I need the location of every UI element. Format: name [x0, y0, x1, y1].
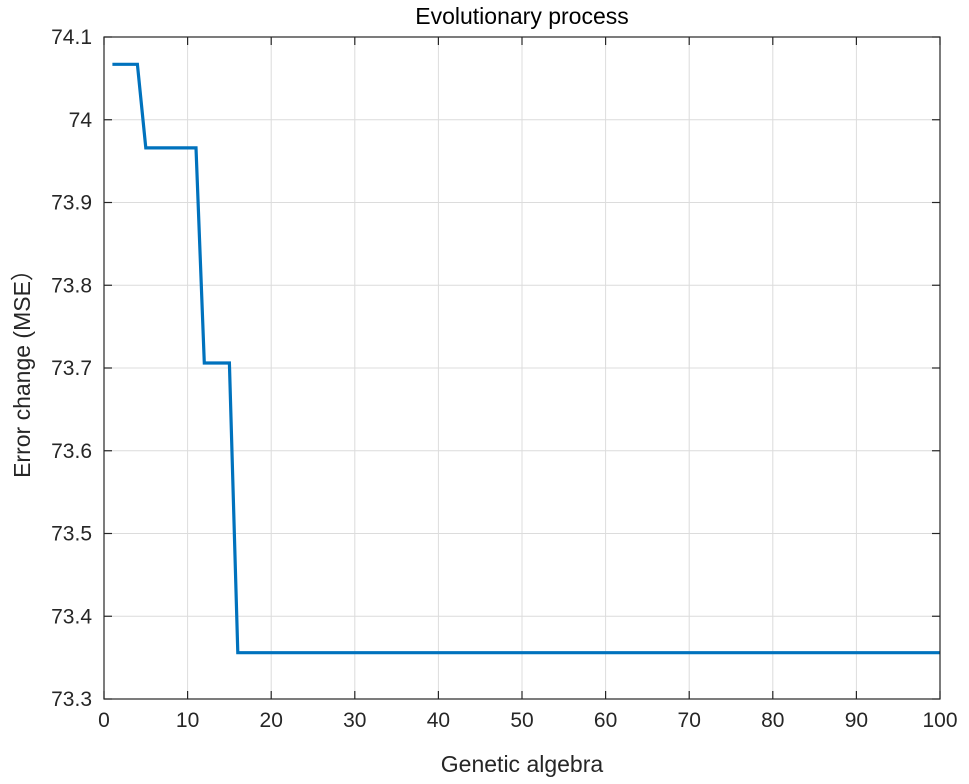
- y-tick-label: 73.9: [51, 192, 92, 215]
- series-layer: [112, 62, 940, 655]
- x-tick-label: 0: [98, 709, 110, 732]
- chart-title: Evolutionary process: [415, 3, 629, 29]
- x-tick-label: 100: [922, 709, 957, 732]
- y-tick-label: 73.4: [51, 605, 92, 628]
- x-tick-label: 50: [510, 709, 533, 732]
- x-tick-label: 60: [594, 709, 617, 732]
- y-axis-title: Error change (MSE）: [9, 258, 35, 478]
- x-tick-label: 30: [343, 709, 366, 732]
- y-tick-label: 73.5: [51, 523, 92, 546]
- y-tick-label: 73.6: [51, 440, 92, 463]
- y-tick-label: 74: [69, 109, 93, 132]
- series-line: [112, 62, 940, 655]
- x-axis-title: Genetic algebra: [441, 751, 604, 777]
- ticks: 0 10 20 30 40 50 60 70 80 90 100 73.3 73.4 73.5 73.6 73…: [51, 26, 957, 732]
- y-tick-label: 74.1: [51, 26, 92, 49]
- x-tick-label: 20: [260, 709, 283, 732]
- y-tick-label: 73.7: [51, 357, 92, 380]
- y-tick-label: 73.8: [51, 274, 92, 297]
- x-tick-label: 70: [678, 709, 701, 732]
- x-tick-label: 40: [427, 709, 450, 732]
- y-tick-label: 73.3: [51, 688, 92, 711]
- x-tick-label: 10: [176, 709, 199, 732]
- x-tick-label: 80: [761, 709, 784, 732]
- x-tick-label: 90: [845, 709, 868, 732]
